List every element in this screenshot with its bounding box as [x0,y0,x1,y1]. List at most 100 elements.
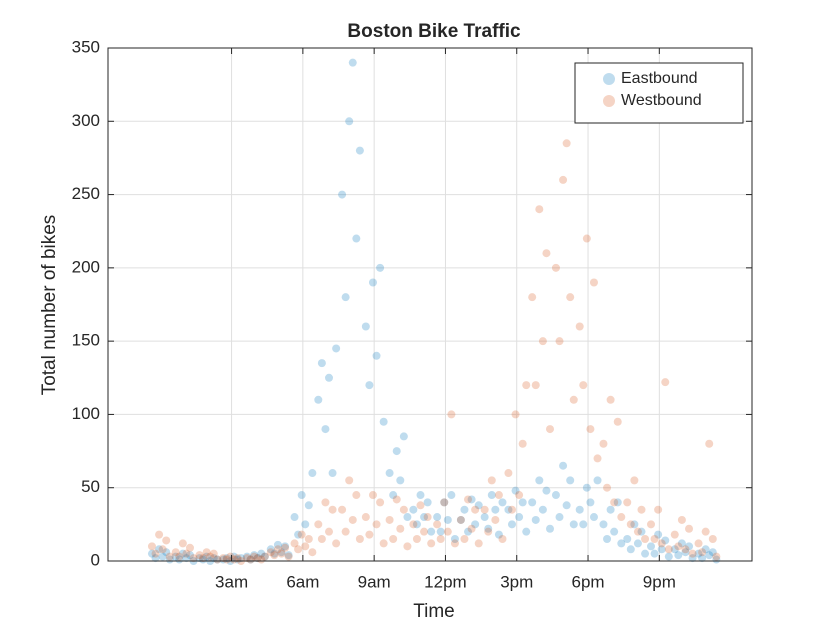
point [314,520,323,529]
point [222,555,231,564]
point [599,520,608,529]
point [681,545,690,554]
point [688,554,697,563]
point [498,535,507,544]
point [199,554,208,563]
point [708,548,717,557]
point [376,498,385,507]
point [233,554,242,563]
point [674,551,683,560]
point [450,539,459,548]
point [355,535,364,544]
legend-box [574,62,744,124]
point [698,554,707,563]
y-tick-label: 100 [72,404,100,423]
point [447,410,456,419]
point [389,535,398,544]
point [301,542,310,551]
chart-title: Boston Bike Traffic [347,21,521,42]
point [593,476,602,485]
point [151,549,160,558]
point [694,549,703,558]
point [708,535,717,544]
point [317,535,326,544]
point [243,554,252,563]
point [165,555,174,564]
point [250,551,259,560]
point [467,495,476,504]
point [147,549,156,558]
point [555,513,564,522]
point [185,543,194,552]
point [416,501,425,510]
y-tick-label: 250 [72,184,100,203]
point [321,498,330,507]
point [308,548,317,557]
point [484,524,493,533]
point [460,535,469,544]
point [575,322,584,331]
point [368,278,377,287]
point [392,447,401,456]
point [654,530,663,539]
point [705,439,714,448]
ticks: 0 50 100 150 200 250 300 350 3am 6am 9am 12pm 3pm 6pm… [72,37,752,591]
point [213,555,222,564]
point [551,263,560,272]
point [284,552,293,561]
point [332,539,341,548]
point [233,555,242,564]
x-tick-label: 3pm [500,572,533,591]
point [443,515,452,524]
point [171,552,180,561]
point [603,483,612,492]
legend-marker [603,73,615,85]
point [365,530,374,539]
point [189,554,198,563]
point [226,552,235,561]
point [420,513,429,522]
point [209,549,218,558]
point [664,552,673,561]
point [562,501,571,510]
point [603,535,612,544]
point [385,515,394,524]
point [361,322,370,331]
point [308,469,317,478]
point [569,395,578,404]
point [253,554,262,563]
point [250,552,259,561]
point [456,515,465,524]
point [633,539,642,548]
point [456,515,465,524]
point [480,513,489,522]
point [409,505,418,514]
point [325,373,334,382]
point [253,554,262,563]
point [535,476,544,485]
point [389,491,398,500]
point [511,410,520,419]
point [202,548,211,557]
point [171,548,180,557]
points [147,58,721,565]
point [705,551,714,560]
point [151,554,160,563]
point [589,513,598,522]
point [290,539,299,548]
point [277,549,286,558]
point [423,498,432,507]
point [484,527,493,536]
point [314,395,323,404]
point [546,425,555,434]
point [297,530,306,539]
point [376,263,385,272]
point [399,505,408,514]
point [325,527,334,536]
point [182,549,191,558]
point [551,491,560,500]
point [423,513,432,522]
x-tick-label: 9am [358,572,391,591]
point [610,498,619,507]
